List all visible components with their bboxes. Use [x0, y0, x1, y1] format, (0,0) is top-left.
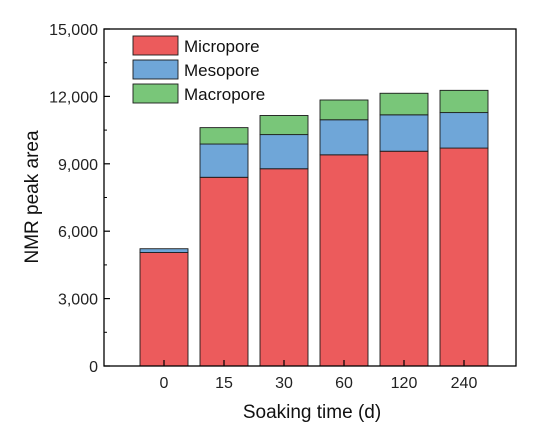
x-axis-title: Soaking time (d) — [243, 402, 381, 423]
bar-macropore-240 — [439, 89, 489, 114]
x-tick-label: 0 — [160, 375, 169, 392]
x-tick-label: 30 — [275, 375, 293, 392]
x-axis: 0 15 30 60 120 240 — [160, 360, 478, 392]
bar-micropore-15 — [199, 176, 249, 367]
x-tick-label: 15 — [215, 375, 233, 392]
bar-mesopore-60 — [319, 119, 369, 156]
y-tick-label: 3,000 — [58, 292, 98, 309]
bar-mesopore-30 — [259, 134, 309, 170]
legend-label-mesopore: Mesopore — [184, 61, 260, 80]
bar-macropore-60 — [319, 99, 369, 121]
legend-label-micropore: Micropore — [184, 37, 260, 56]
bar-micropore-240 — [439, 147, 489, 367]
x-tick-label: 120 — [391, 375, 418, 392]
legend: Micropore Mesopore Macropore — [132, 35, 265, 104]
bar-mesopore-240 — [439, 112, 489, 149]
y-axis-title: NMR peak area — [22, 130, 43, 263]
y-tick-label: 9,000 — [58, 157, 98, 174]
x-tick-label: 240 — [451, 375, 478, 392]
bar-mesopore-0 — [139, 248, 189, 253]
bar-macropore-120 — [379, 92, 429, 116]
bar-mesopore-120 — [379, 114, 429, 152]
legend-swatch-mesopore — [132, 59, 179, 80]
y-axis: 0 3,000 6,000 9,000 12,000 15,000 — [49, 22, 110, 376]
y-tick-label: 0 — [89, 359, 98, 376]
legend-label-macropore: Macropore — [184, 85, 265, 104]
bar-macropore-15 — [199, 127, 249, 145]
bar-micropore-60 — [319, 154, 369, 367]
y-tick-label: 6,000 — [58, 224, 98, 241]
bar-macropore-30 — [259, 115, 309, 136]
bars-group — [139, 89, 489, 367]
bar-micropore-120 — [379, 150, 429, 367]
bar-micropore-0 — [139, 252, 189, 367]
bar-mesopore-15 — [199, 143, 249, 178]
y-tick-label: 12,000 — [49, 89, 98, 106]
bar-micropore-30 — [259, 168, 309, 367]
legend-swatch-macropore — [132, 83, 179, 104]
x-tick-label: 60 — [335, 375, 353, 392]
y-tick-label: 15,000 — [49, 22, 98, 39]
legend-swatch-micropore — [132, 35, 179, 56]
